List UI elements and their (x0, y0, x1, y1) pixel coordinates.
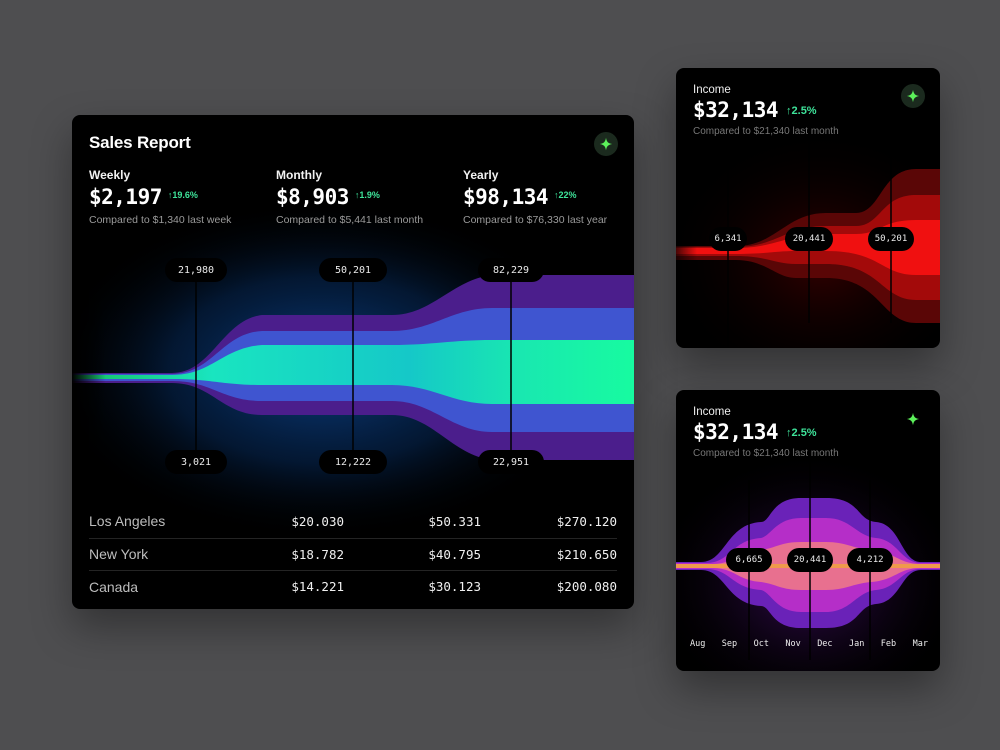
table-row[interactable]: Los Angeles $20.030 $50.331 $270.120 (89, 505, 617, 538)
table-row[interactable]: New York $18.782 $40.795 $210.650 (89, 537, 617, 571)
monthly-value: $30.123 (428, 579, 481, 595)
stat-delta: ↑22% (554, 190, 577, 200)
income-comparison: Compared to $21,340 last month (693, 448, 839, 459)
card-title: Sales Report (89, 133, 191, 152)
month-label: Jan (848, 639, 865, 649)
sparkle-icon (906, 412, 920, 426)
month-axis: Aug Sep Oct Nov Dec Jan Feb Mar (690, 639, 928, 649)
month-label: Mar (912, 639, 928, 649)
weekly-value: $14.221 (291, 579, 344, 595)
weekly-value: $18.782 (291, 546, 344, 562)
stat-delta: ↑19.6% (167, 190, 198, 200)
ai-sparkle-button[interactable] (594, 132, 618, 156)
sparkle-icon (906, 89, 920, 103)
stat-monthly: Monthly $8,903 ↑1.9% Compared to $5,441 … (276, 168, 423, 226)
income-header: Income $32,134 ↑2.5% Compared to $21,340… (693, 84, 839, 137)
stat-label: Yearly (463, 168, 499, 182)
stat-value: $98,134 (463, 185, 549, 209)
yearly-value: $200.080 (556, 579, 617, 595)
monthly-value: $50.331 (428, 513, 481, 529)
marker-bottom-label: 3,021 (165, 450, 227, 474)
region-name: Los Angeles (89, 513, 166, 530)
stat-value: $8,903 (276, 185, 349, 209)
month-label: Feb (880, 639, 897, 649)
income-flow-chart-purple (676, 450, 940, 671)
income-label: Income (693, 84, 731, 96)
region-name: New York (89, 546, 149, 563)
yearly-value: $210.650 (556, 546, 617, 562)
stat-weekly: Weekly $2,197 ↑19.6% Compared to $1,340 … (89, 168, 231, 226)
stat-comparison: Compared to $5,441 last month (276, 214, 424, 226)
ai-sparkle-button[interactable] (901, 407, 925, 431)
income-delta: ↑2.5% (786, 105, 817, 117)
income-comparison: Compared to $21,340 last month (693, 126, 839, 137)
stat-label: Monthly (276, 168, 322, 182)
income-card-purple: Income $32,134 ↑2.5% Compared to $21,340… (676, 390, 940, 671)
ai-sparkle-button[interactable] (901, 84, 925, 108)
stat-delta: ↑1.9% (354, 190, 380, 200)
marker-top-label: 50,201 (319, 258, 387, 282)
income-delta: ↑2.5% (786, 427, 817, 439)
marker-label: 6,665 (726, 548, 772, 572)
month-label: Sep (721, 639, 738, 649)
monthly-value: $40.795 (428, 546, 481, 562)
marker-label: 50,201 (868, 227, 914, 251)
stat-comparison: Compared to $1,340 last week (89, 214, 232, 226)
sales-report-card: Sales Report Weekly $2,197 ↑19.6% Compar… (72, 115, 634, 609)
table-row[interactable]: Canada $14.221 $30.123 $200.080 (89, 570, 617, 603)
stat-label: Weekly (89, 168, 131, 182)
weekly-value: $20.030 (291, 513, 344, 529)
income-card-red: Income $32,134 ↑2.5% Compared to $21,340… (676, 68, 940, 348)
income-value: $32,134 (693, 420, 779, 444)
yearly-value: $270.120 (556, 513, 617, 529)
marker-top-label: 82,229 (478, 258, 544, 282)
stat-comparison: Compared to $76,330 last year (463, 214, 608, 226)
stat-value: $2,197 (89, 185, 162, 209)
income-label: Income (693, 406, 731, 418)
marker-label: 6,341 (709, 227, 747, 251)
month-label: Dec (817, 639, 833, 649)
sales-by-region-table: Los Angeles $20.030 $50.331 $270.120 New… (89, 505, 617, 603)
stat-yearly: Yearly $98,134 ↑22% Compared to $76,330 … (463, 168, 607, 226)
marker-top-label: 21,980 (165, 258, 227, 282)
marker-bottom-label: 22,951 (478, 450, 544, 474)
month-label: Nov (785, 639, 801, 649)
income-value: $32,134 (693, 98, 779, 122)
region-name: Canada (89, 578, 139, 595)
marker-label: 20,441 (785, 227, 833, 251)
month-label: Aug (690, 639, 706, 649)
income-header: Income $32,134 ↑2.5% Compared to $21,340… (693, 406, 839, 459)
marker-bottom-label: 12,222 (319, 450, 387, 474)
month-label: Oct (753, 639, 769, 649)
sparkle-icon (599, 137, 613, 151)
marker-label: 4,212 (847, 548, 893, 572)
marker-label: 20,441 (787, 548, 833, 572)
